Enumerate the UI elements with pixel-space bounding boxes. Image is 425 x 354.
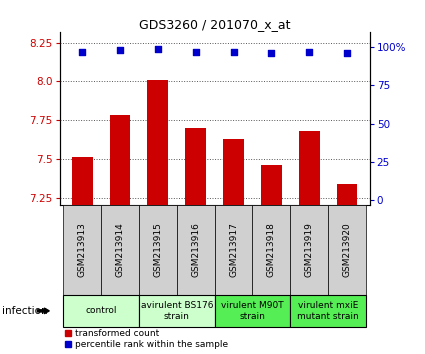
Point xyxy=(116,47,123,53)
Point xyxy=(192,49,199,55)
FancyBboxPatch shape xyxy=(328,205,366,295)
Text: GSM213920: GSM213920 xyxy=(343,223,351,277)
Text: GSM213913: GSM213913 xyxy=(78,222,87,278)
Title: GDS3260 / 201070_x_at: GDS3260 / 201070_x_at xyxy=(139,18,290,31)
Point xyxy=(268,50,275,56)
Bar xyxy=(299,131,320,205)
FancyBboxPatch shape xyxy=(252,205,290,295)
Bar xyxy=(185,128,206,205)
FancyBboxPatch shape xyxy=(290,295,366,327)
FancyBboxPatch shape xyxy=(177,205,215,295)
FancyBboxPatch shape xyxy=(290,205,328,295)
Text: GSM213914: GSM213914 xyxy=(116,223,125,277)
Bar xyxy=(110,115,130,205)
Text: GSM213919: GSM213919 xyxy=(305,222,314,278)
Text: virulent mxiE
mutant strain: virulent mxiE mutant strain xyxy=(297,301,359,321)
Bar xyxy=(261,165,282,205)
Bar xyxy=(223,139,244,205)
Point xyxy=(154,46,161,51)
Point xyxy=(230,49,237,55)
FancyBboxPatch shape xyxy=(63,295,139,327)
Bar xyxy=(337,184,357,205)
Bar xyxy=(72,157,93,205)
Text: infection: infection xyxy=(2,306,48,316)
Legend: transformed count, percentile rank within the sample: transformed count, percentile rank withi… xyxy=(64,329,228,349)
FancyBboxPatch shape xyxy=(63,205,101,295)
FancyBboxPatch shape xyxy=(215,205,252,295)
FancyBboxPatch shape xyxy=(139,205,177,295)
FancyBboxPatch shape xyxy=(215,295,290,327)
Text: GSM213918: GSM213918 xyxy=(267,222,276,278)
Text: avirulent BS176
strain: avirulent BS176 strain xyxy=(141,301,213,321)
Point xyxy=(344,50,351,56)
FancyBboxPatch shape xyxy=(139,295,215,327)
Bar xyxy=(147,80,168,205)
FancyBboxPatch shape xyxy=(101,205,139,295)
Text: virulent M90T
strain: virulent M90T strain xyxy=(221,301,284,321)
Text: GSM213916: GSM213916 xyxy=(191,222,200,278)
Text: GSM213915: GSM213915 xyxy=(153,222,162,278)
Point xyxy=(79,49,85,55)
Point xyxy=(306,49,313,55)
Text: control: control xyxy=(85,306,117,315)
Text: GSM213917: GSM213917 xyxy=(229,222,238,278)
